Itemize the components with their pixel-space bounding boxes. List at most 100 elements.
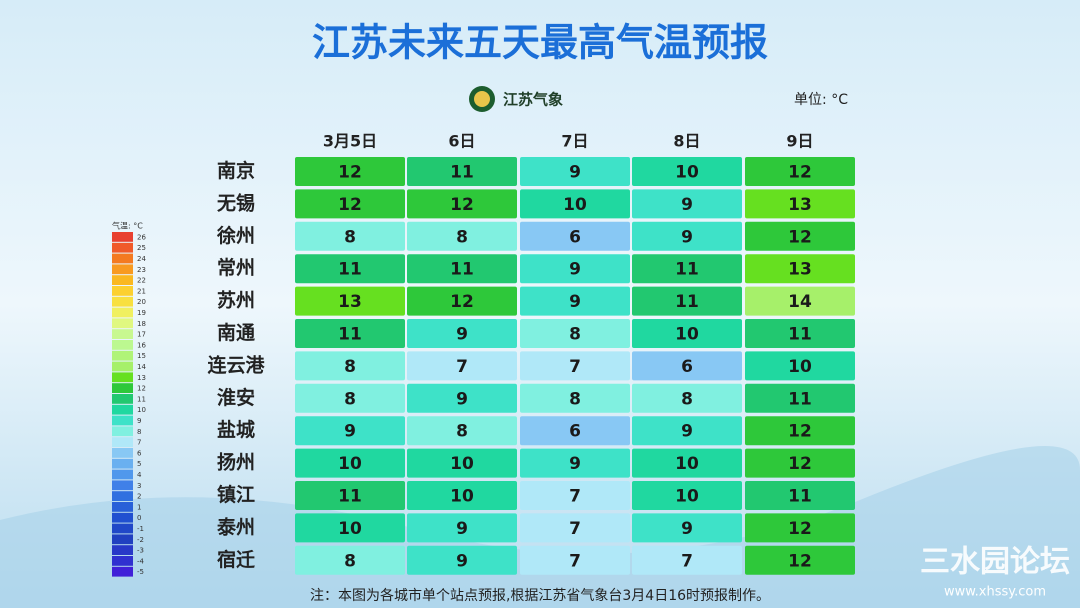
colorbar-swatch	[112, 275, 133, 285]
heat-cell	[520, 189, 630, 219]
colorbar-label: 气温: °C	[112, 221, 143, 231]
cell-label: 9	[681, 195, 693, 215]
colorbar-tick-label: 17	[137, 331, 146, 339]
colorbar-swatch	[112, 318, 133, 329]
cell-label: 8	[344, 551, 356, 571]
heat-cell	[295, 481, 405, 510]
cell-label: 10	[450, 487, 474, 507]
cell-label: 9	[456, 389, 468, 409]
colorbar-swatch	[112, 502, 133, 512]
colorbar-swatch	[112, 329, 133, 339]
heat-cell	[295, 383, 405, 413]
heat-cell	[520, 319, 630, 348]
cell-label: 10	[788, 357, 812, 377]
row-label: 徐州	[216, 224, 255, 247]
row-label: 连云港	[207, 353, 265, 376]
heat-cell	[520, 513, 630, 543]
colorbar-tick-label: 1	[137, 503, 141, 511]
row-label: 淮安	[217, 386, 255, 409]
heat-cell	[407, 383, 517, 413]
heat-cell	[407, 286, 517, 316]
colorbar-tick-label: 9	[137, 417, 141, 425]
colorbar-swatch	[112, 296, 133, 307]
watermark: 三水园论坛	[920, 545, 1070, 580]
colorbar-tick-label: 26	[137, 233, 146, 241]
heat-cell	[520, 416, 630, 446]
heat-cell	[407, 513, 517, 543]
row-label: 泰州	[216, 515, 255, 538]
colorbar-tick-label: -4	[137, 557, 145, 565]
heat-cell	[520, 286, 630, 316]
cell-label: 10	[675, 325, 699, 345]
heat-cell	[632, 545, 742, 575]
heat-cell	[295, 189, 405, 219]
column-header: 6日	[448, 132, 475, 151]
colorbar-swatch	[112, 437, 133, 447]
heat-cell	[520, 351, 630, 381]
cell-label: 11	[338, 260, 362, 280]
cell-label: 13	[338, 292, 362, 312]
colorbar-swatch	[112, 556, 133, 566]
colorbar-tick-label: 2	[137, 493, 141, 501]
colorbar-tick-label: -2	[137, 536, 144, 544]
cell-label: 11	[675, 292, 699, 312]
colorbar-tick-label: 18	[137, 320, 146, 328]
cell-label: 9	[681, 227, 693, 247]
cell-label: 12	[788, 519, 812, 539]
heat-cell	[632, 319, 742, 348]
row-label: 苏州	[217, 289, 255, 312]
colorbar-swatch	[112, 426, 133, 437]
colorbar-swatch	[112, 404, 133, 415]
row-label: 无锡	[217, 191, 255, 214]
cell-label: 8	[569, 389, 581, 409]
cell-label: 8	[344, 357, 356, 377]
colorbar-tick-label: 8	[137, 428, 141, 436]
heat-cell	[745, 513, 855, 543]
heat-cell	[632, 221, 742, 251]
colorbar-swatch	[112, 253, 133, 264]
colorbar-tick-label: 3	[137, 482, 141, 490]
heat-cell	[745, 448, 855, 478]
colorbar-swatch	[112, 264, 133, 275]
colorbar-tick-label: 7	[137, 439, 141, 447]
row-label: 常州	[217, 256, 255, 279]
colorbar-tick-label: 21	[137, 287, 146, 295]
heat-cell	[745, 319, 855, 348]
cell-label: 7	[569, 519, 581, 539]
cell-label: 9	[569, 454, 581, 474]
colorbar-tick-label: 22	[137, 277, 146, 285]
cell-label: 9	[569, 163, 581, 183]
heat-cell	[520, 383, 630, 413]
cell-label: 10	[675, 163, 699, 183]
cell-label: 13	[788, 195, 812, 215]
cell-label: 7	[681, 551, 693, 571]
heat-cell	[407, 351, 517, 381]
cell-label: 12	[338, 195, 362, 215]
colorbar-swatch	[112, 566, 133, 577]
colorbar-swatch	[112, 383, 133, 393]
heat-cell	[520, 481, 630, 510]
heat-cell	[632, 383, 742, 413]
colorbar-swatch	[112, 340, 133, 350]
colorbar-swatch	[112, 286, 133, 296]
cell-label: 9	[344, 422, 356, 442]
logo-inner	[474, 91, 490, 107]
heat-cell	[407, 545, 517, 575]
colorbar-tick-label: 15	[137, 352, 146, 360]
heat-cell	[295, 286, 405, 316]
heat-cell	[745, 254, 855, 284]
watermark-url: www.xhssy.com	[944, 585, 1046, 600]
cell-label: 13	[788, 260, 812, 280]
colorbar-swatch	[112, 361, 133, 372]
heat-cell	[295, 254, 405, 284]
heat-cell	[407, 157, 517, 186]
cell-label: 12	[450, 195, 474, 215]
column-header: 9日	[786, 132, 813, 151]
heat-cell	[745, 383, 855, 413]
colorbar-swatch	[112, 307, 133, 318]
colorbar-tick-label: 19	[137, 309, 146, 317]
cell-label: 7	[569, 551, 581, 571]
cell-label: 9	[456, 325, 468, 345]
